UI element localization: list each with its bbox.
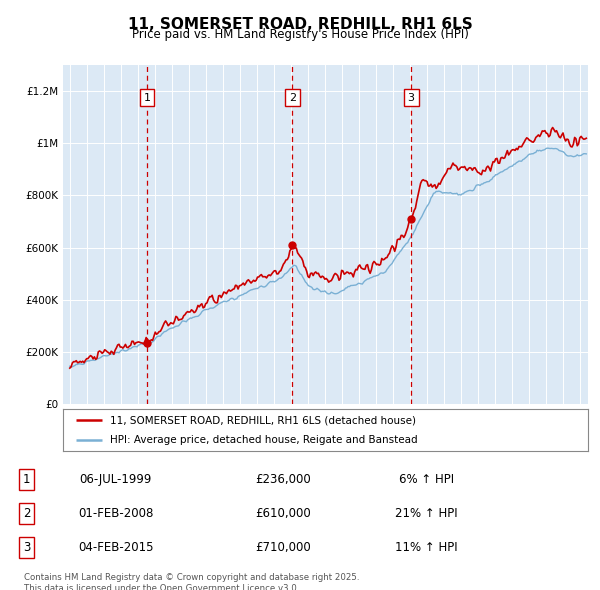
Text: 11% ↑ HPI: 11% ↑ HPI xyxy=(395,541,458,554)
Text: 21% ↑ HPI: 21% ↑ HPI xyxy=(395,507,458,520)
Text: 2: 2 xyxy=(23,507,30,520)
Text: 2: 2 xyxy=(289,93,296,103)
Text: 11, SOMERSET ROAD, REDHILL, RH1 6LS (detached house): 11, SOMERSET ROAD, REDHILL, RH1 6LS (det… xyxy=(110,415,416,425)
Text: 06-JUL-1999: 06-JUL-1999 xyxy=(79,473,152,486)
Text: HPI: Average price, detached house, Reigate and Banstead: HPI: Average price, detached house, Reig… xyxy=(110,435,418,445)
Text: £236,000: £236,000 xyxy=(255,473,311,486)
Text: £710,000: £710,000 xyxy=(255,541,311,554)
Text: 3: 3 xyxy=(407,93,415,103)
Text: 6% ↑ HPI: 6% ↑ HPI xyxy=(399,473,454,486)
Text: 01-FEB-2008: 01-FEB-2008 xyxy=(78,507,154,520)
Text: £610,000: £610,000 xyxy=(255,507,311,520)
Text: 04-FEB-2015: 04-FEB-2015 xyxy=(78,541,154,554)
Text: Contains HM Land Registry data © Crown copyright and database right 2025.
This d: Contains HM Land Registry data © Crown c… xyxy=(24,573,359,590)
Text: 3: 3 xyxy=(23,541,30,554)
Text: 1: 1 xyxy=(143,93,151,103)
Text: 11, SOMERSET ROAD, REDHILL, RH1 6LS: 11, SOMERSET ROAD, REDHILL, RH1 6LS xyxy=(128,17,472,31)
Text: Price paid vs. HM Land Registry's House Price Index (HPI): Price paid vs. HM Land Registry's House … xyxy=(131,28,469,41)
Text: 1: 1 xyxy=(23,473,30,486)
